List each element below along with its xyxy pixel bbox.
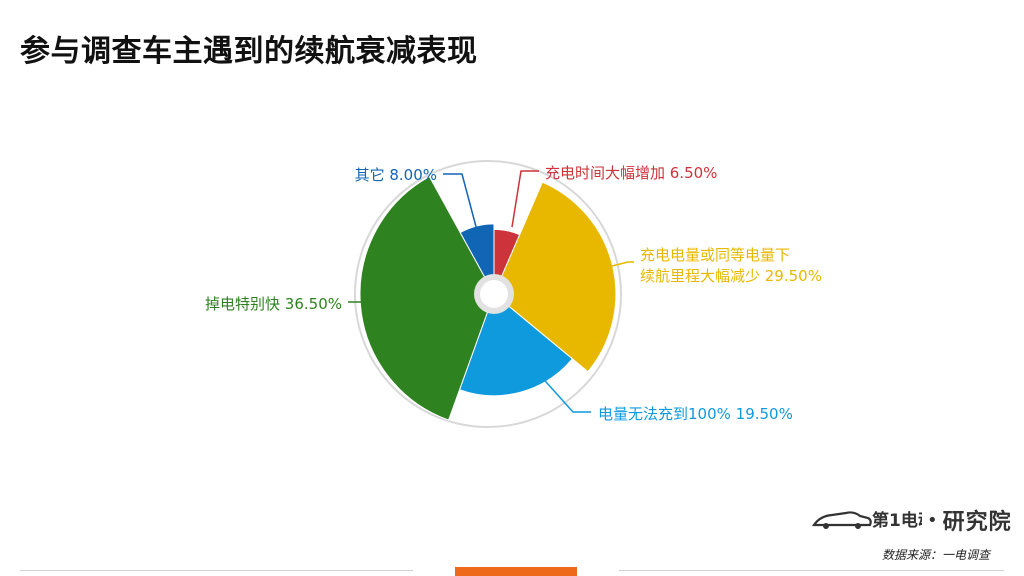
center-hole — [480, 280, 508, 308]
leader-line-5 — [443, 173, 480, 239]
outer-ring — [354, 160, 622, 428]
leader-line-1 — [511, 170, 539, 228]
rose-chart: 充电时间大幅增加 6.50% 充电电量或同等电量下续航里程大幅减少 29.50% 电… — [205, 160, 822, 428]
slice-label-line: 续航里程大幅减少 29.50% — [640, 267, 822, 285]
brand-separator: • — [927, 509, 938, 531]
brand-name: 第1电动 — [872, 510, 922, 531]
slice-label-line: 充电电量或同等电量下 — [640, 246, 790, 264]
car-logo-icon: 第1电动 — [812, 510, 922, 531]
slice-label-5: 其它 8.00% — [355, 166, 437, 184]
slice-label-2: 充电电量或同等电量下续航里程大幅减少 29.50% — [640, 246, 822, 285]
footer-accent-bar — [455, 567, 577, 576]
leader-line-2 — [595, 261, 634, 271]
brand-logo: 第1电动 • 研究院 — [812, 504, 1017, 536]
data-source: 数据来源：一电调查 — [882, 548, 991, 562]
slice-label-4: 掉电特别快 36.50% — [205, 295, 342, 313]
footer-line-right — [619, 570, 1004, 571]
page-title: 参与调查车主遇到的续航衰减表现 — [20, 34, 478, 69]
slice-label-3: 电量无法充到100% 19.50% — [598, 405, 793, 423]
slice-label-1: 充电时间大幅增加 6.50% — [545, 164, 717, 182]
leader-line-3 — [537, 372, 591, 413]
footer-line-left — [20, 570, 413, 571]
brand-org: 研究院 — [942, 510, 1012, 535]
